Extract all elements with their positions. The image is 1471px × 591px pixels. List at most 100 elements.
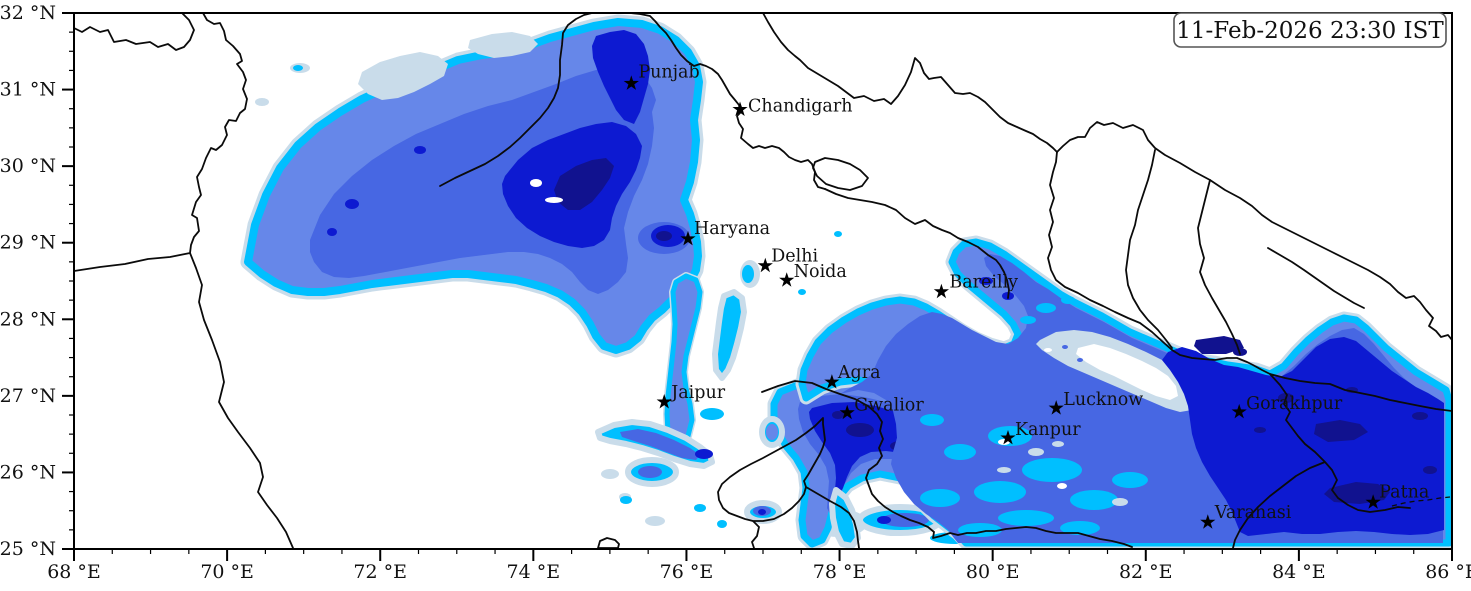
- border-bottom-fragment: [597, 537, 620, 549]
- star-icon: [623, 75, 639, 90]
- star-icon: [779, 272, 795, 287]
- x-tick-label: 82 °E: [1119, 561, 1173, 583]
- city-label: Bareilly: [949, 273, 1018, 293]
- city-marker-haryana: Haryana: [680, 219, 770, 246]
- star-icon: [824, 374, 840, 389]
- fog-dot: [700, 408, 724, 420]
- city-marker-delhi: Delhi: [757, 247, 819, 273]
- clear-hole: [545, 197, 563, 203]
- clear-hole: [530, 179, 542, 187]
- border-punjab-himachal: [439, 13, 826, 190]
- clear-eye-core: [1076, 344, 1178, 400]
- river-ganges-dashed: [1391, 496, 1451, 507]
- star-icon: [1200, 514, 1216, 529]
- border-nepal-south: [1047, 151, 1271, 375]
- border-uttarakhand-loop: [812, 157, 869, 191]
- fog-streak-core: [881, 513, 929, 527]
- fog-patch: [742, 265, 754, 283]
- x-tick-label: 80 °E: [966, 561, 1020, 583]
- x-tick-label: 76 °E: [660, 561, 714, 583]
- city-marker-punjab: Punjab: [623, 62, 700, 90]
- star-icon: [1365, 494, 1381, 509]
- x-tick-label: 68 °E: [47, 561, 101, 583]
- fog-patch: [327, 228, 337, 236]
- city-marker-jaipur: Jaipur: [656, 383, 726, 409]
- x-tick-label: 84 °E: [1272, 561, 1326, 583]
- x-tick-label: 70 °E: [200, 561, 254, 583]
- fog-dot: [758, 509, 766, 515]
- timestamp-frame: [1173, 12, 1447, 48]
- fog-contour-level-1: [358, 52, 448, 100]
- clear-hole: [1044, 348, 1052, 352]
- fog-dot: [1077, 358, 1083, 362]
- border-nepal-north: [1056, 121, 1452, 341]
- y-tick-label: 30 °N: [0, 155, 56, 177]
- star-icon: [1000, 430, 1016, 445]
- star-icon: [933, 283, 949, 299]
- border-west-international: [74, 13, 294, 549]
- star-icon: [1231, 403, 1247, 419]
- fog-patch: [255, 98, 269, 106]
- x-tick-label: 78 °E: [813, 561, 867, 583]
- border-rajasthan-mp: [717, 417, 860, 549]
- fog-contour-level-5: [592, 30, 650, 124]
- y-axis-labels: 25 °N 26 °N 27 °N 28 °N 29 °N 30 °N 31 °N 32 °N: [0, 2, 56, 560]
- fog-streak-core: [620, 429, 700, 460]
- city-label: Patna: [1379, 482, 1429, 502]
- city-marker-lucknow: Lucknow: [1048, 390, 1143, 415]
- city-marker-varanasi: Varanasi: [1200, 503, 1292, 529]
- fog-contour-level-6: [554, 158, 614, 210]
- x-tick-label: 86 °E: [1425, 561, 1471, 583]
- border-nepal-inner: [1125, 149, 1365, 355]
- city-marker-agra: Agra: [824, 363, 881, 389]
- city-marker-gwalior: Gwalior: [839, 396, 924, 420]
- city-label: Gwalior: [854, 396, 924, 416]
- y-axis-ticks: [62, 12, 74, 550]
- fog-finger: [712, 289, 747, 381]
- fog-dot: [694, 504, 706, 512]
- city-label: Varanasi: [1214, 503, 1292, 523]
- fog-patch: [846, 423, 874, 437]
- city-label: Gorakhpur: [1246, 394, 1343, 414]
- y-tick-label: 29 °N: [0, 232, 56, 254]
- star-icon: [732, 101, 748, 116]
- city-marker-kanpur: Kanpur: [1000, 420, 1081, 445]
- city-marker-gorakhpur: Gorakhpur: [1231, 394, 1343, 419]
- fog-contour-level-1: [468, 32, 538, 58]
- star-icon: [1048, 400, 1064, 415]
- fog-contours: [240, 14, 1452, 549]
- city-marker-bareilly: Bareilly: [933, 273, 1018, 299]
- border-northwest: [74, 13, 195, 51]
- timestamp-text: 11-Feb-2026 23:30 IST: [1176, 18, 1444, 44]
- star-icon: [757, 257, 773, 273]
- y-tick-label: 32 °N: [0, 2, 56, 24]
- fog-patch: [601, 469, 619, 479]
- fog-patch: [695, 449, 713, 459]
- city-marker-noida: Noida: [779, 262, 847, 287]
- x-axis-labels: 68 °E 70 °E 72 °E 74 °E 76 °E 78 °E 80 °E 82 °E…: [47, 561, 1471, 583]
- timestamp-box: 11-Feb-2026 23:30 IST: [1173, 12, 1447, 48]
- fog-patch: [414, 146, 426, 154]
- fog-dot: [620, 496, 632, 504]
- state-borders: [74, 13, 1452, 549]
- y-tick-label: 25 °N: [0, 538, 56, 560]
- border-up-west: [824, 188, 1010, 299]
- star-icon: [680, 230, 696, 246]
- city-label: Punjab: [638, 62, 699, 82]
- x-tick-label: 74 °E: [507, 561, 561, 583]
- city-label: Chandigarh: [748, 96, 852, 116]
- star-icon: [656, 394, 672, 409]
- fog-dot: [798, 289, 806, 295]
- fog-streak: [829, 487, 861, 549]
- y-tick-label: 26 °N: [0, 461, 56, 483]
- fog-patch: [345, 199, 359, 209]
- fog-streak-core: [638, 466, 662, 478]
- city-label: Jaipur: [669, 383, 726, 403]
- fog-patch: [656, 231, 672, 241]
- fog-patch: [979, 277, 993, 285]
- x-tick-label: 72 °E: [353, 561, 407, 583]
- fog-dot: [717, 520, 727, 528]
- fog-patch: [645, 516, 665, 526]
